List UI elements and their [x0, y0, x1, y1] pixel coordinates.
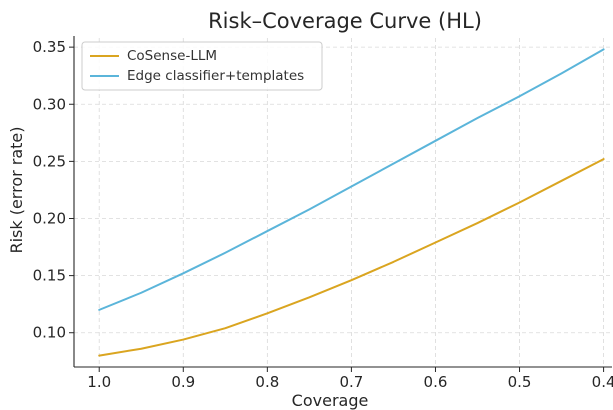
- y-tick-label: 0.30: [33, 95, 66, 113]
- y-tick-label: 0.25: [33, 152, 66, 170]
- y-axis-label: Risk (error rate): [7, 126, 26, 253]
- x-axis-label: Coverage: [292, 391, 369, 410]
- x-tick-label: 0.9: [171, 373, 195, 391]
- y-tick-label: 0.15: [33, 267, 66, 285]
- y-tick-label: 0.35: [33, 38, 66, 56]
- y-tick-label: 0.10: [33, 324, 66, 342]
- legend-box: [81, 41, 323, 91]
- legend-label-edge: Edge classifier+templates: [127, 68, 304, 84]
- legend: CoSense-LLM Edge classifier+templates: [81, 41, 323, 91]
- x-tick-label: 0.5: [508, 373, 532, 391]
- axes-layer: [73, 36, 612, 368]
- x-tick-label: 0.4: [592, 373, 613, 391]
- x-tick-label: 0.8: [255, 373, 279, 391]
- series-line-cosense-llm: [98, 158, 605, 357]
- legend-label-cosense: CoSense-LLM: [127, 48, 217, 64]
- x-tick-label: 0.7: [339, 373, 363, 391]
- x-tick-label: 0.6: [424, 373, 448, 391]
- grid-layer: [74, 38, 612, 367]
- chart-title: Risk–Coverage Curve (HL): [208, 9, 482, 33]
- x-tick-label: 1.0: [87, 373, 111, 391]
- ticks-layer: 1.0 0.9 0.8 0.7 0.6 0.5 0.4 0.10 0.15 0.20 0.25 0.3…: [33, 38, 613, 391]
- y-tick-label: 0.20: [33, 209, 66, 227]
- series-line-edge-classifier: [98, 48, 605, 311]
- series-layer: [98, 48, 605, 357]
